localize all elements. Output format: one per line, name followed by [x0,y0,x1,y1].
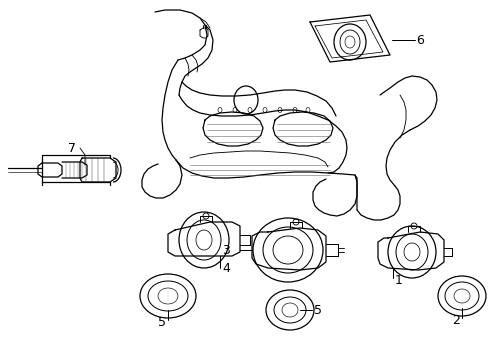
Text: 1: 1 [395,274,403,287]
Text: 6: 6 [416,33,424,46]
Text: 4: 4 [222,261,230,274]
Text: 7: 7 [68,141,76,154]
Text: 3: 3 [222,243,230,256]
Text: 5: 5 [314,303,322,316]
Text: 2: 2 [452,314,460,327]
Text: 5: 5 [158,315,166,328]
